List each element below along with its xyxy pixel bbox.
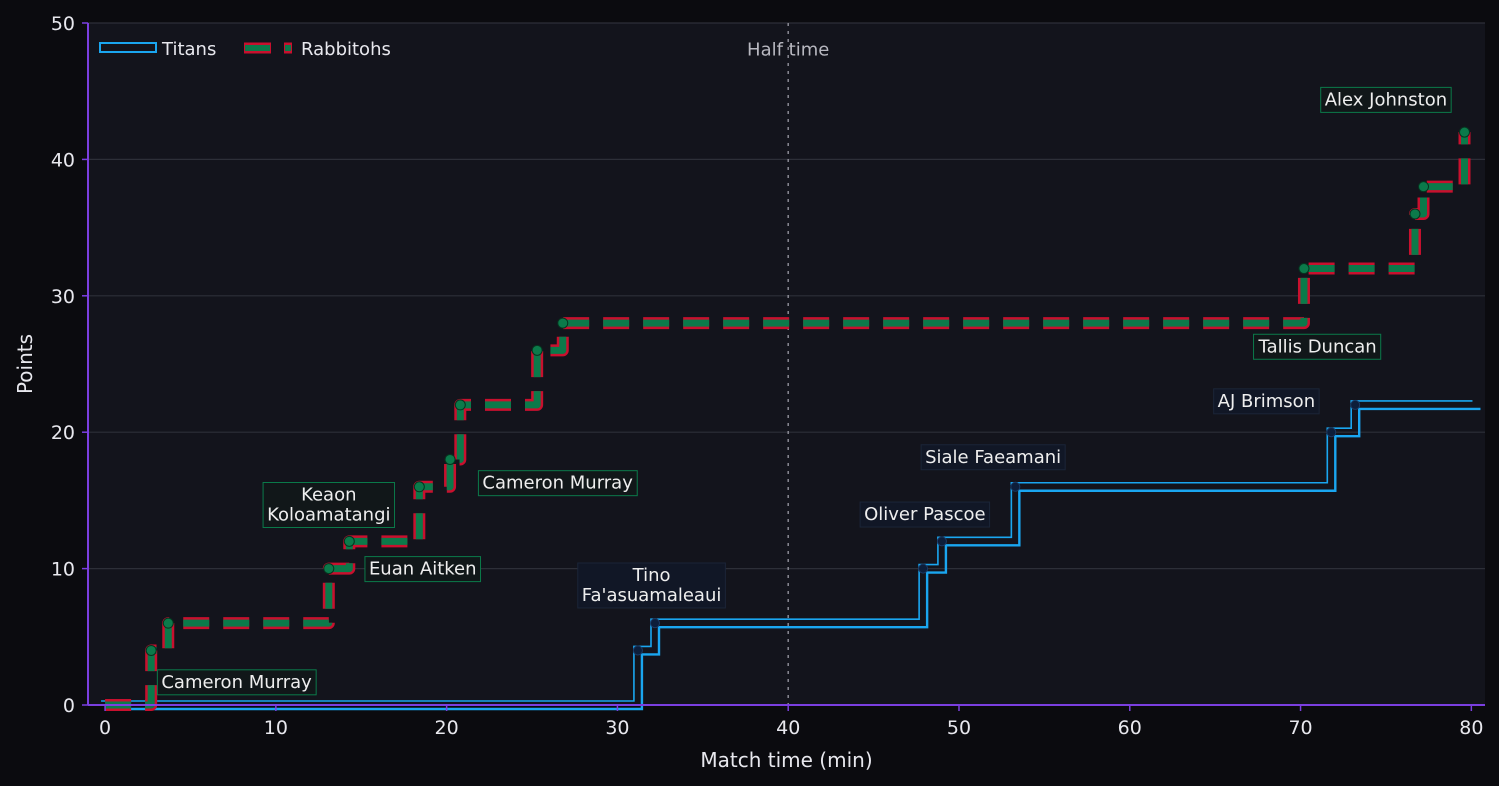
rabbitohs-score-point xyxy=(531,344,543,356)
x-tick-label: 80 xyxy=(1459,717,1483,739)
rabbitohs-annotation-text: Cameron Murray xyxy=(161,672,312,693)
rabbitohs-annotation-text: Euan Aitken xyxy=(369,559,477,580)
rabbitohs-annotation-text: Keaon Koloamatangi xyxy=(267,484,390,525)
titans-annotation-line: Oliver Pascoe xyxy=(864,504,985,525)
titans-line-outer xyxy=(101,400,1473,702)
titans-annotation-line: AJ Brimson xyxy=(1218,391,1315,412)
titans-annotation-text: Tino Fa'asuamaleaui xyxy=(582,565,722,606)
titans-annotation: Siale Faeamani xyxy=(920,444,1066,471)
x-tick-label: 60 xyxy=(1118,717,1142,739)
rabbitohs-annotation-line: Euan Aitken xyxy=(369,559,477,580)
rabbitohs-annotation: Euan Aitken xyxy=(364,556,482,583)
rabbitohs-annotation-box xyxy=(1320,86,1452,113)
rabbitohs-score-point xyxy=(454,399,466,411)
rabbitohs-annotation-line: Cameron Murray xyxy=(482,473,633,494)
rabbitohs-annotation-text: Alex Johnston xyxy=(1325,89,1447,110)
x-tick-label: 70 xyxy=(1288,717,1312,739)
x-tick-label: 30 xyxy=(605,717,629,739)
rabbitohs-line-fill xyxy=(105,132,1469,709)
rabbitohs-score-point xyxy=(145,644,157,656)
rabbitohs-score-point xyxy=(1459,126,1471,138)
x-tick-label: 20 xyxy=(435,717,459,739)
y-tick-label: 30 xyxy=(51,286,75,308)
x-tick-label: 50 xyxy=(947,717,971,739)
titans-annotation-box xyxy=(1213,388,1320,415)
titans-score-point xyxy=(1326,427,1337,438)
rabbitohs-annotation-box xyxy=(364,556,482,583)
y-axis-title: Points xyxy=(13,334,37,394)
titans-annotation: Oliver Pascoe xyxy=(859,501,991,528)
series-lines xyxy=(101,126,1481,711)
legend-label-titans: Titans xyxy=(161,39,216,60)
titans-annotation-box xyxy=(577,562,726,609)
titans-score-point xyxy=(1350,399,1361,410)
rabbitohs-annotation-line: Tallis Duncan xyxy=(1258,336,1377,357)
y-tick-label: 40 xyxy=(51,149,75,171)
x-tick-label: 0 xyxy=(99,717,111,739)
legend-label-rabbitohs: Rabbitohs xyxy=(301,39,391,60)
rabbitohs-score-point xyxy=(162,617,174,629)
scorer-annotations: Tino Fa'asuamaleaui Oliver Pascoe Siale Fae… xyxy=(156,86,1452,696)
titans-score-point xyxy=(649,618,660,629)
titans-annotation-box xyxy=(920,444,1066,471)
rabbitohs-annotation: Cameron Murray xyxy=(156,669,317,696)
half-time-label: Half time xyxy=(747,40,829,61)
rabbitohs-score-point xyxy=(557,317,569,329)
rabbitohs-score-point xyxy=(1409,208,1421,220)
titans-annotation-text: Oliver Pascoe xyxy=(864,504,985,525)
titans-annotation-line: Siale Faeamani xyxy=(925,447,1061,468)
y-tick-label: 0 xyxy=(63,695,75,717)
y-tick-label: 10 xyxy=(51,559,75,581)
rabbitohs-annotation-box xyxy=(262,481,396,528)
titans-annotation-text: Siale Faeamani xyxy=(925,447,1061,468)
titans-annotation-line: Fa'asuamaleaui xyxy=(582,585,722,606)
rabbitohs-annotation-line: Koloamatangi xyxy=(267,504,390,525)
titans-annotation: AJ Brimson xyxy=(1213,388,1320,415)
rabbitohs-annotation-box xyxy=(156,669,317,696)
legend-swatch-titans xyxy=(99,42,157,53)
x-tick-label: 40 xyxy=(776,717,800,739)
titans-score-point xyxy=(936,536,947,547)
plot-background xyxy=(88,23,1485,705)
rabbitohs-annotation-line: Keaon xyxy=(301,484,356,505)
rabbitohs-annotation-line: Alex Johnston xyxy=(1325,89,1447,110)
titans-score-point xyxy=(918,563,929,574)
titans-score-point xyxy=(1010,481,1021,492)
y-tick-label: 20 xyxy=(51,422,75,444)
x-axis-title: Match time (min) xyxy=(700,748,872,772)
rabbitohs-score-point xyxy=(1298,263,1310,275)
rabbitohs-score-point xyxy=(1418,181,1430,193)
rabbitohs-annotation-box xyxy=(1253,333,1382,360)
titans-line-inner xyxy=(109,407,1481,711)
titans-annotation: Tino Fa'asuamaleaui xyxy=(577,562,726,609)
rabbitohs-annotation: Alex Johnston xyxy=(1320,86,1452,113)
rabbitohs-annotation-box xyxy=(477,470,638,497)
titans-annotation-text: AJ Brimson xyxy=(1218,391,1315,412)
rabbitohs-annotation: Keaon Koloamatangi xyxy=(262,481,396,528)
rabbitohs-annotation: Tallis Duncan xyxy=(1253,333,1382,360)
rabbitohs-annotation-line: Cameron Murray xyxy=(161,672,312,693)
axes: 0 10 20 30 40 50 60 70 80 0 10 20 30 40 50 Match time (… xyxy=(13,13,1485,772)
titans-score-point xyxy=(632,645,643,656)
legend: Titans Rabbitohs xyxy=(99,39,391,60)
rabbitohs-score-point xyxy=(343,535,355,547)
half-time-reference: Half time xyxy=(747,23,829,705)
rabbitohs-annotation-text: Cameron Murray xyxy=(482,473,633,494)
titans-annotation-box xyxy=(859,501,991,528)
y-tick-label: 50 xyxy=(51,13,75,35)
titans-annotation-line: Tino xyxy=(632,565,671,586)
x-tick-label: 10 xyxy=(264,717,288,739)
rabbitohs-annotation-text: Tallis Duncan xyxy=(1258,336,1377,357)
rabbitohs-score-point xyxy=(444,453,456,465)
rabbitohs-score-point xyxy=(323,563,335,575)
rabbitohs-annotation: Cameron Murray xyxy=(477,470,638,497)
rabbitohs-score-point xyxy=(413,481,425,493)
